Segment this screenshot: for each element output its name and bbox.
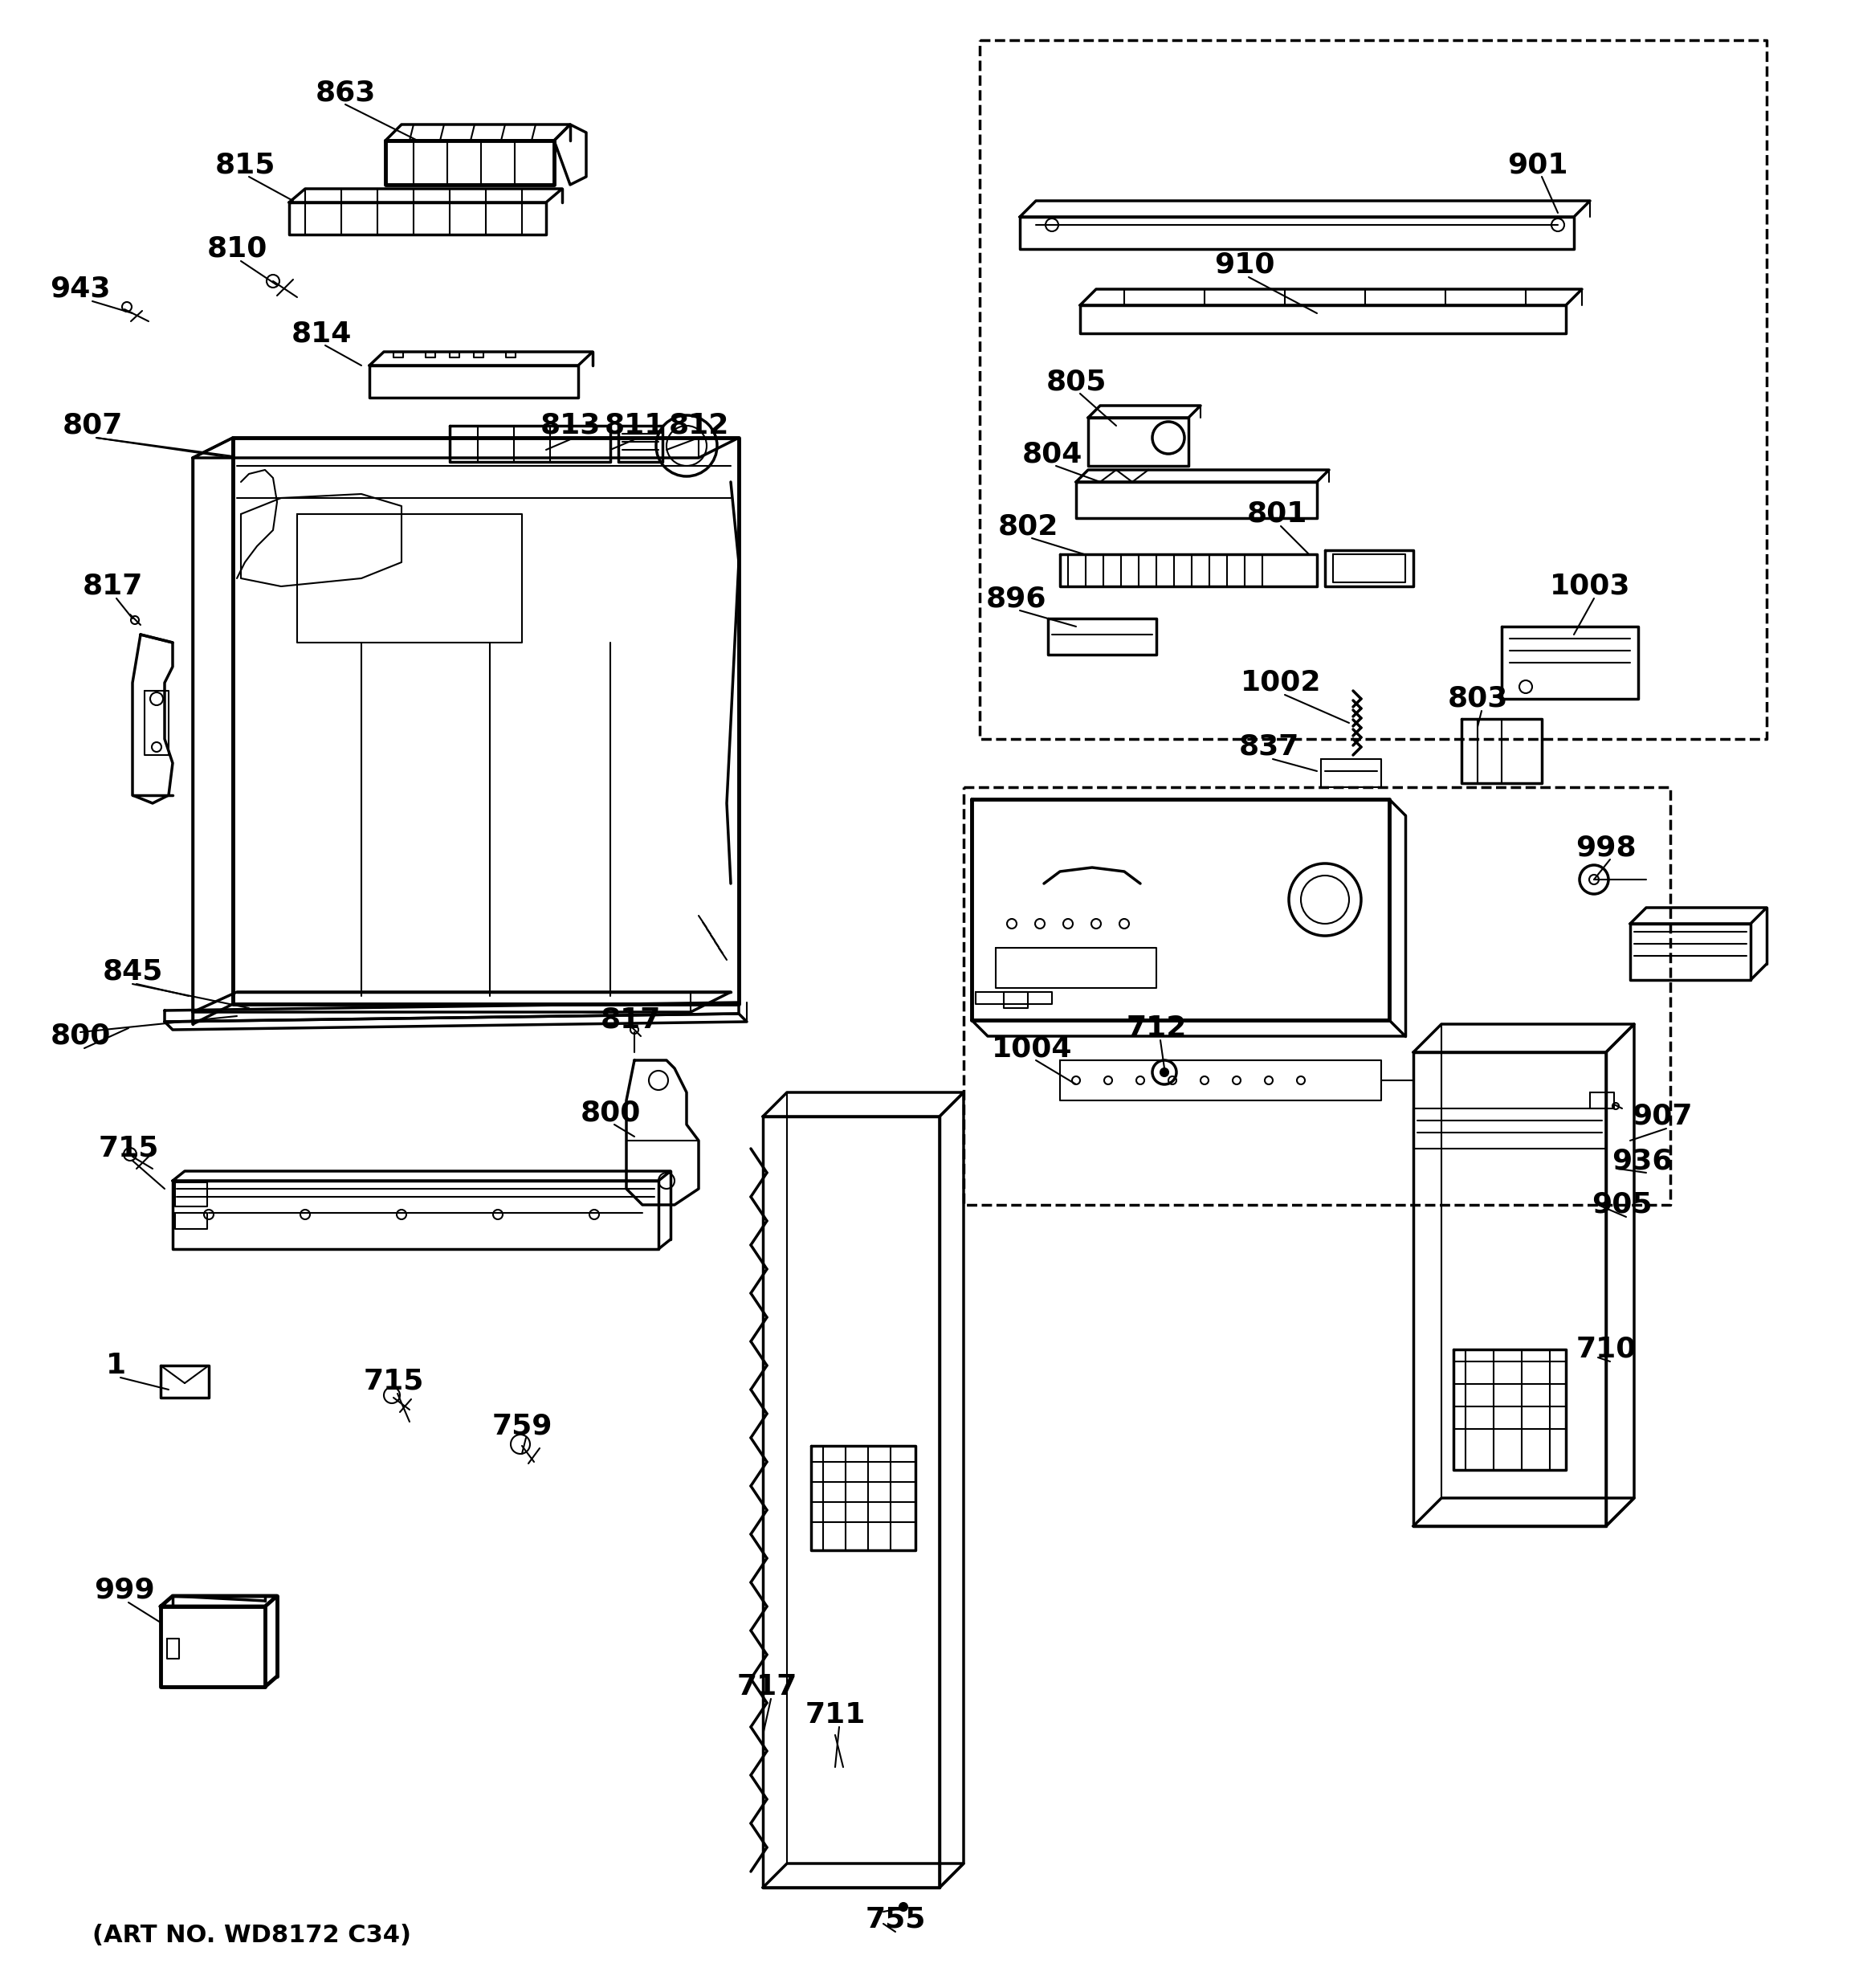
Text: 901: 901 <box>1507 151 1569 179</box>
Text: 907: 907 <box>1632 1103 1693 1129</box>
Text: 801: 801 <box>1246 501 1308 527</box>
Text: 999: 999 <box>93 1576 155 1604</box>
Text: 803: 803 <box>1448 686 1507 712</box>
Text: 936: 936 <box>1611 1147 1673 1175</box>
Text: 802: 802 <box>997 513 1058 541</box>
Circle shape <box>1161 1068 1168 1076</box>
Text: 717: 717 <box>736 1674 797 1700</box>
Text: 817: 817 <box>600 1006 661 1034</box>
Text: 845: 845 <box>102 958 162 986</box>
Text: 910: 910 <box>1215 250 1274 278</box>
Text: 813: 813 <box>540 412 600 439</box>
Text: 815: 815 <box>214 151 276 179</box>
Circle shape <box>900 1903 907 1910</box>
Text: 711: 711 <box>805 1702 866 1728</box>
Text: 759: 759 <box>492 1411 551 1439</box>
Text: 810: 810 <box>207 235 266 262</box>
Text: 905: 905 <box>1591 1191 1652 1219</box>
Text: 800: 800 <box>579 1099 641 1125</box>
Text: 1004: 1004 <box>991 1034 1073 1062</box>
Text: 1003: 1003 <box>1550 573 1630 600</box>
Text: 755: 755 <box>864 1906 926 1934</box>
Text: 1002: 1002 <box>1241 670 1321 696</box>
Text: 804: 804 <box>1021 439 1082 467</box>
Text: 805: 805 <box>1045 368 1107 396</box>
Text: 998: 998 <box>1576 833 1636 861</box>
Text: 814: 814 <box>291 320 352 348</box>
Text: 863: 863 <box>315 80 376 105</box>
Text: 715: 715 <box>99 1135 158 1163</box>
Text: 811: 811 <box>604 412 665 439</box>
Text: 1: 1 <box>106 1352 127 1380</box>
Text: 712: 712 <box>1125 1014 1187 1042</box>
Text: 943: 943 <box>50 276 110 302</box>
Text: 710: 710 <box>1576 1336 1636 1364</box>
Text: 800: 800 <box>50 1022 110 1050</box>
Text: 715: 715 <box>363 1368 423 1396</box>
Text: 896: 896 <box>986 584 1047 612</box>
Text: 807: 807 <box>61 412 123 439</box>
Text: 837: 837 <box>1239 734 1299 761</box>
Text: (ART NO. WD8172 C34): (ART NO. WD8172 C34) <box>93 1924 412 1948</box>
Text: 817: 817 <box>82 573 143 600</box>
Text: 812: 812 <box>669 412 728 439</box>
